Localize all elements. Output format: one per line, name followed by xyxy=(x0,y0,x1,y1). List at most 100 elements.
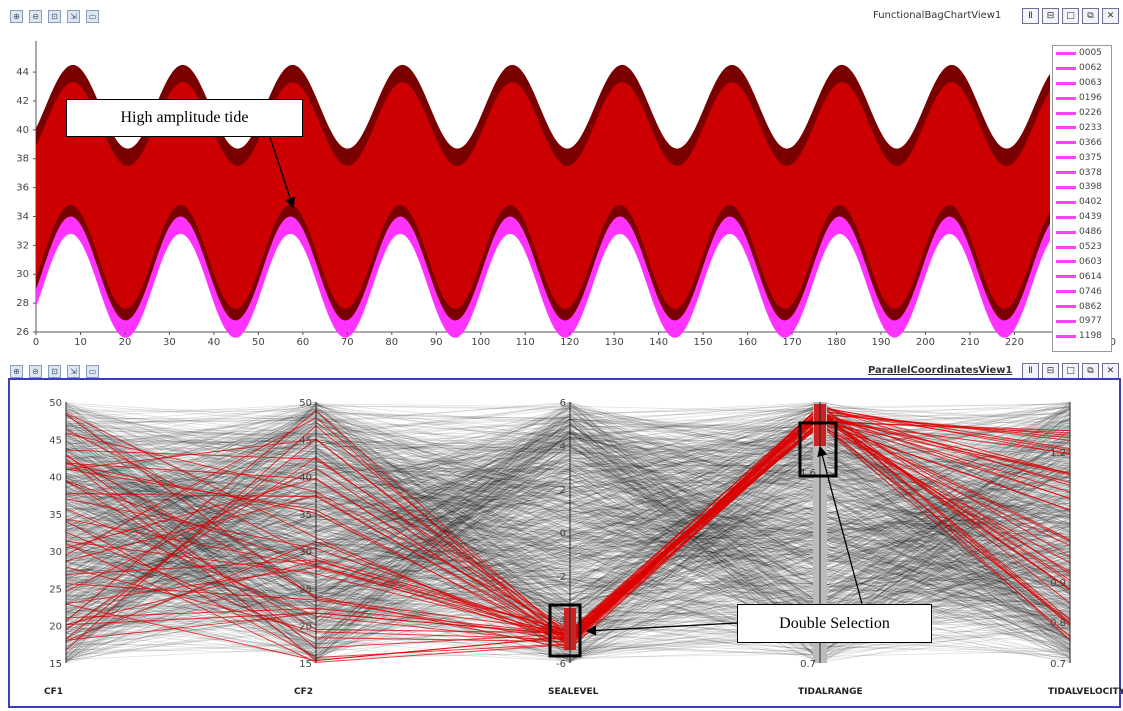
pc-axis-label: TIDALVELOCITY xyxy=(1048,687,1123,697)
legend-item: 0439 xyxy=(1053,210,1111,225)
legend-swatch xyxy=(1056,230,1076,234)
pc-tick-label: 40 xyxy=(49,473,62,484)
pc-axis-label: CF1 xyxy=(44,687,64,697)
pause-button[interactable]: Ⅱ xyxy=(1022,8,1039,24)
pc-tick-label: 50 xyxy=(299,398,312,409)
top-view-title: FunctionalBagChartView1 xyxy=(873,10,1002,21)
legend-label: 0233 xyxy=(1079,122,1102,133)
x-tick-label: 210 xyxy=(960,337,979,348)
x-tick-label-overflow: 0 xyxy=(1110,337,1116,348)
pc-axis-label: SEALEVEL xyxy=(548,687,599,697)
legend-label: 0862 xyxy=(1079,301,1102,312)
export-icon[interactable]: ▭ xyxy=(86,364,99,378)
legend-item: 0746 xyxy=(1053,284,1111,299)
pc-tick-label: -6 xyxy=(556,659,566,670)
legend-label: 0226 xyxy=(1079,108,1102,118)
legend-label: 1198 xyxy=(1079,331,1102,342)
legend-label: 0062 xyxy=(1079,63,1102,74)
legend-swatch xyxy=(1056,51,1076,55)
close-button[interactable]: ✕ xyxy=(1102,363,1119,379)
pc-tick-label: 50 xyxy=(49,398,62,409)
double-selection-callout: Double Selection xyxy=(737,604,932,643)
zoom-out-icon[interactable]: ⊖ xyxy=(29,9,42,23)
legend-item: 1198 xyxy=(1053,329,1111,344)
legend-item: 0062 xyxy=(1053,61,1111,76)
legend-swatch xyxy=(1056,275,1076,279)
bottom-window-buttons: Ⅱ ⊟ □ ⧉ ✕ xyxy=(1022,363,1119,379)
legend-label: 0977 xyxy=(1079,316,1102,327)
legend-label: 0378 xyxy=(1079,167,1102,178)
legend-swatch xyxy=(1056,215,1076,219)
select-icon[interactable]: ⇲ xyxy=(67,364,80,378)
legend-swatch xyxy=(1056,334,1076,338)
legend-swatch xyxy=(1056,171,1076,175)
x-tick-label: 160 xyxy=(738,337,757,348)
pc-tick-label: 35 xyxy=(49,510,62,521)
x-tick-label: 120 xyxy=(560,337,579,348)
legend-swatch xyxy=(1056,126,1076,130)
close-button[interactable]: ✕ xyxy=(1102,8,1119,24)
x-tick-label: 190 xyxy=(871,337,890,348)
x-tick-label: 60 xyxy=(296,337,309,348)
split-button[interactable]: ⊟ xyxy=(1042,363,1059,379)
pc-tick-label: 30 xyxy=(49,547,62,558)
legend-swatch xyxy=(1056,111,1076,115)
y-tick-label: 30 xyxy=(16,269,29,280)
legend-item: 0233 xyxy=(1053,120,1111,135)
legend-label: 0366 xyxy=(1079,137,1102,148)
pc-tick-label: 25 xyxy=(49,584,62,595)
zoom-icon[interactable]: ⊕ xyxy=(10,9,23,23)
legend-item: 0196 xyxy=(1053,91,1111,106)
restore-button[interactable]: ⧉ xyxy=(1082,363,1099,379)
restore-button[interactable]: ⧉ xyxy=(1082,8,1099,24)
zoom-out-icon[interactable]: ⊖ xyxy=(29,364,42,378)
legend-swatch xyxy=(1056,305,1076,309)
export-icon[interactable]: ▭ xyxy=(86,9,99,23)
legend-item: 0486 xyxy=(1053,225,1111,240)
functional-bag-chart: 44 42 40 38 36 34 32 30 28 26 0 10 20 30 40 50 60 70 80 90 1… xyxy=(16,41,1116,348)
y-tick-label: 32 xyxy=(16,240,29,251)
x-tick-label: 20 xyxy=(119,337,132,348)
x-tick-label: 220 xyxy=(1005,337,1024,348)
x-tick-label: 180 xyxy=(827,337,846,348)
pause-button[interactable]: Ⅱ xyxy=(1022,363,1039,379)
parallel-coordinates-plot: 504540353025201550454035302520156420-2-4… xyxy=(49,398,1071,670)
pc-tick-label: 45 xyxy=(49,435,62,446)
legend-swatch xyxy=(1056,81,1076,85)
chart-legend: 0005 0062 0063 0196 0226 0233 0366 0375 0378 0398… xyxy=(1052,45,1112,352)
legend-swatch xyxy=(1056,141,1076,145)
maximize-button[interactable]: □ xyxy=(1062,363,1079,379)
x-tick-label: 80 xyxy=(385,337,398,348)
pc-tick-label: -4 xyxy=(556,616,566,627)
legend-item: 0603 xyxy=(1053,254,1111,269)
bottom-view-toolbar: ⊕ ⊖ ⊡ ⇲ ▭ ParallelCoordinatesView1 Ⅱ ⊟ □ ⧉ ✕ xyxy=(0,361,1123,381)
x-tick-label: 40 xyxy=(208,337,221,348)
zoom-icon[interactable]: ⊕ xyxy=(10,364,23,378)
legend-swatch xyxy=(1056,290,1076,294)
legend-label: 0486 xyxy=(1079,227,1102,238)
x-tick-label: 0 xyxy=(33,337,39,348)
legend-item: 0005 xyxy=(1053,46,1111,61)
legend-label: 0614 xyxy=(1079,271,1102,282)
split-button[interactable]: ⊟ xyxy=(1042,8,1059,24)
maximize-button[interactable]: □ xyxy=(1062,8,1079,24)
legend-label: 0375 xyxy=(1079,152,1102,163)
reset-icon[interactable]: ⊡ xyxy=(48,364,61,378)
legend-label: 0402 xyxy=(1079,197,1102,208)
pc-tick-label: 0.7 xyxy=(1050,659,1066,670)
legend-label: 0523 xyxy=(1079,242,1102,253)
select-icon[interactable]: ⇲ xyxy=(67,9,80,23)
reset-icon[interactable]: ⊡ xyxy=(48,9,61,23)
legend-label: 0196 xyxy=(1079,93,1102,104)
pc-tick-label: 6 xyxy=(560,398,566,409)
legend-label: 0746 xyxy=(1079,286,1102,297)
pc-tick-label: 25 xyxy=(299,584,312,595)
legend-item: 0063 xyxy=(1053,76,1111,91)
x-tick-label: 130 xyxy=(605,337,624,348)
legend-swatch xyxy=(1056,319,1076,323)
pc-tick-label: 15 xyxy=(299,659,312,670)
x-tick-label: 90 xyxy=(430,337,443,348)
y-tick-label: 42 xyxy=(16,96,29,107)
pc-tick-label: 35 xyxy=(299,510,312,521)
legend-label: 0398 xyxy=(1079,182,1102,193)
